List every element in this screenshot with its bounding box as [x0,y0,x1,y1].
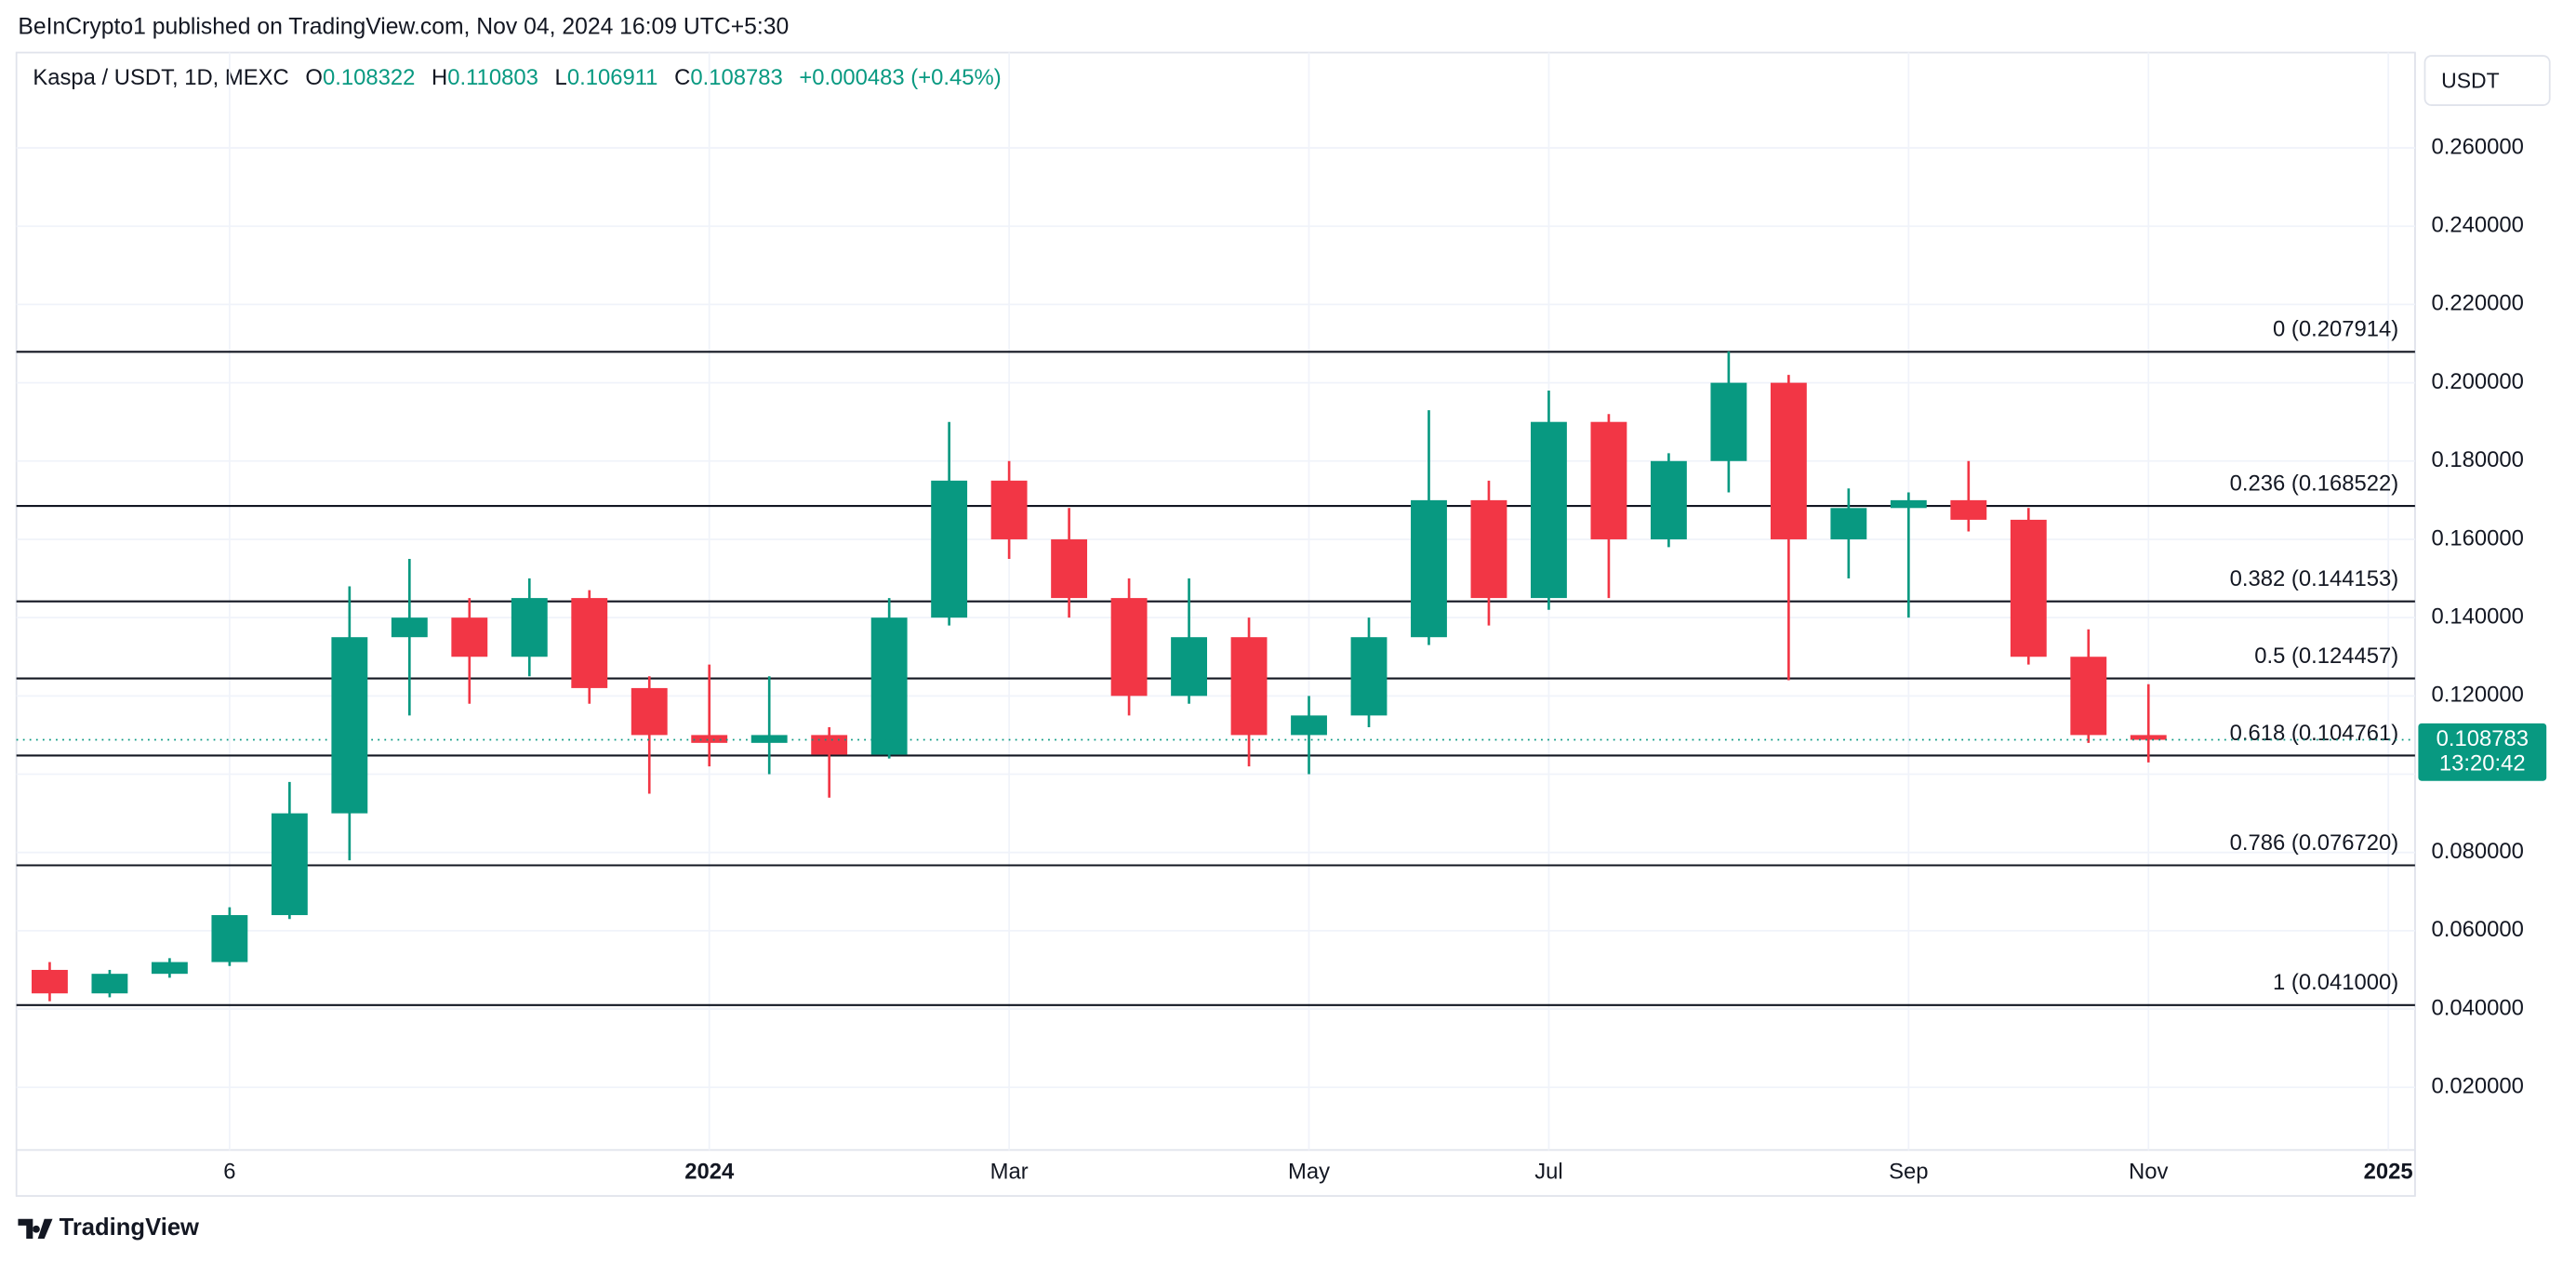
candle-body [811,735,848,755]
candle-body [1830,508,1867,539]
fib-label: 1 (0.041000) [2273,970,2398,995]
candle-body [331,637,368,814]
y-tick-label: 0.040000 [2432,995,2524,1020]
candle-body [1770,382,1807,539]
fib-label: 0.382 (0.144153) [2230,566,2399,591]
x-tick-label: Sep [1889,1160,1928,1185]
x-tick-label: May [1288,1160,1330,1185]
candle-body [32,969,68,994]
o-label: O [305,65,323,90]
y-tick-label: 0.060000 [2432,917,2524,942]
y-tick-label: 0.080000 [2432,839,2524,864]
candle-body [1590,421,1627,539]
axes: 0.0200000.0400000.0600000.0800000.100000… [223,134,2547,1185]
y-tick-label: 0.020000 [2432,1074,2524,1099]
fib-label: 0.5 (0.124457) [2254,644,2398,669]
candle-body [451,617,488,657]
symbol: Kaspa / USDT, 1D, MEXC [33,65,288,90]
c-label: C [674,65,690,90]
currency-button[interactable] [2423,55,2551,106]
candle-body [91,974,128,994]
candle-body [271,813,308,916]
x-tick-label: 2024 [684,1160,735,1185]
y-tick-label: 0.120000 [2432,683,2524,708]
candle-body [1350,637,1388,716]
candle-body [631,687,668,736]
candle-body [1171,637,1207,697]
x-tick-label: Mar [990,1160,1029,1185]
price-countdown: 13:20:42 [2439,750,2526,776]
x-tick-label: Nov [2129,1160,2168,1185]
candle-body [511,598,548,657]
candle-body [2070,657,2107,736]
candle-body [1950,499,1987,520]
y-tick-label: 0.200000 [2432,369,2524,394]
candle-body [1110,598,1148,697]
candle-body [1531,421,1567,599]
o-value: 0.108322 [323,65,415,90]
candle-body [2130,735,2167,740]
candle-body [990,480,1028,539]
candle-body [211,915,248,962]
y-tick-label: 0.260000 [2432,134,2524,159]
change: +0.000483 (+0.45%) [799,65,1001,90]
candle-body [931,480,968,618]
candle-body [391,617,428,638]
currency-label: USDT [2441,68,2499,92]
logo-icon [18,1218,53,1239]
legend: Kaspa / USDT, 1D, MEXC O0.108322 H0.110803… [33,65,1001,90]
price-tag-value: 0.108783 [2437,726,2529,751]
candle-body [750,735,788,743]
candle-body [1411,499,1447,638]
candle-body [1710,382,1747,461]
candle-body [870,617,908,755]
x-tick-label: Jul [1534,1160,1562,1185]
l-label: L [555,65,567,90]
y-tick-label: 0.220000 [2432,291,2524,316]
candle-body [1890,499,1927,509]
y-tick-label: 0.160000 [2432,525,2524,551]
footer-logo: TradingView [18,1215,199,1241]
candle-body [1051,538,1088,599]
x-tick-label: 6 [223,1160,235,1185]
price-tag [2418,723,2547,781]
h-value: 0.110803 [447,65,538,90]
publisher: BeInCrypto1 published on TradingView.com… [18,15,789,40]
logo-text: TradingView [60,1215,199,1241]
l-value: 0.106911 [567,65,658,90]
candle-body [1291,715,1327,736]
legend-text: Kaspa / USDT, 1D, MEXC O0.108322 H0.110803… [33,65,1001,90]
fib-label: 0.618 (0.104761) [2230,721,2399,746]
x-tick-label: 2025 [2364,1160,2413,1185]
y-tick-label: 0.240000 [2432,213,2524,238]
y-tick-label: 0.140000 [2432,604,2524,629]
y-tick-label: 0.180000 [2432,447,2524,472]
fib-label: 0.236 (0.168522) [2230,471,2399,496]
plot: 0 (0.207914) 0.236 (0.168522) 0.382 (0.144… [16,317,2415,1006]
candle-body [571,598,608,688]
c-value: 0.108783 [690,65,782,90]
candle-body [691,735,728,743]
fib-label: 0.786 (0.076720) [2230,830,2399,856]
candle-body [1230,637,1268,736]
candle-body [1650,460,1687,539]
candle-body [1470,499,1507,599]
candle-body [2010,519,2047,657]
candle-body [151,962,188,975]
fib-label: 0 (0.207914) [2273,317,2398,342]
h-label: H [432,65,447,90]
